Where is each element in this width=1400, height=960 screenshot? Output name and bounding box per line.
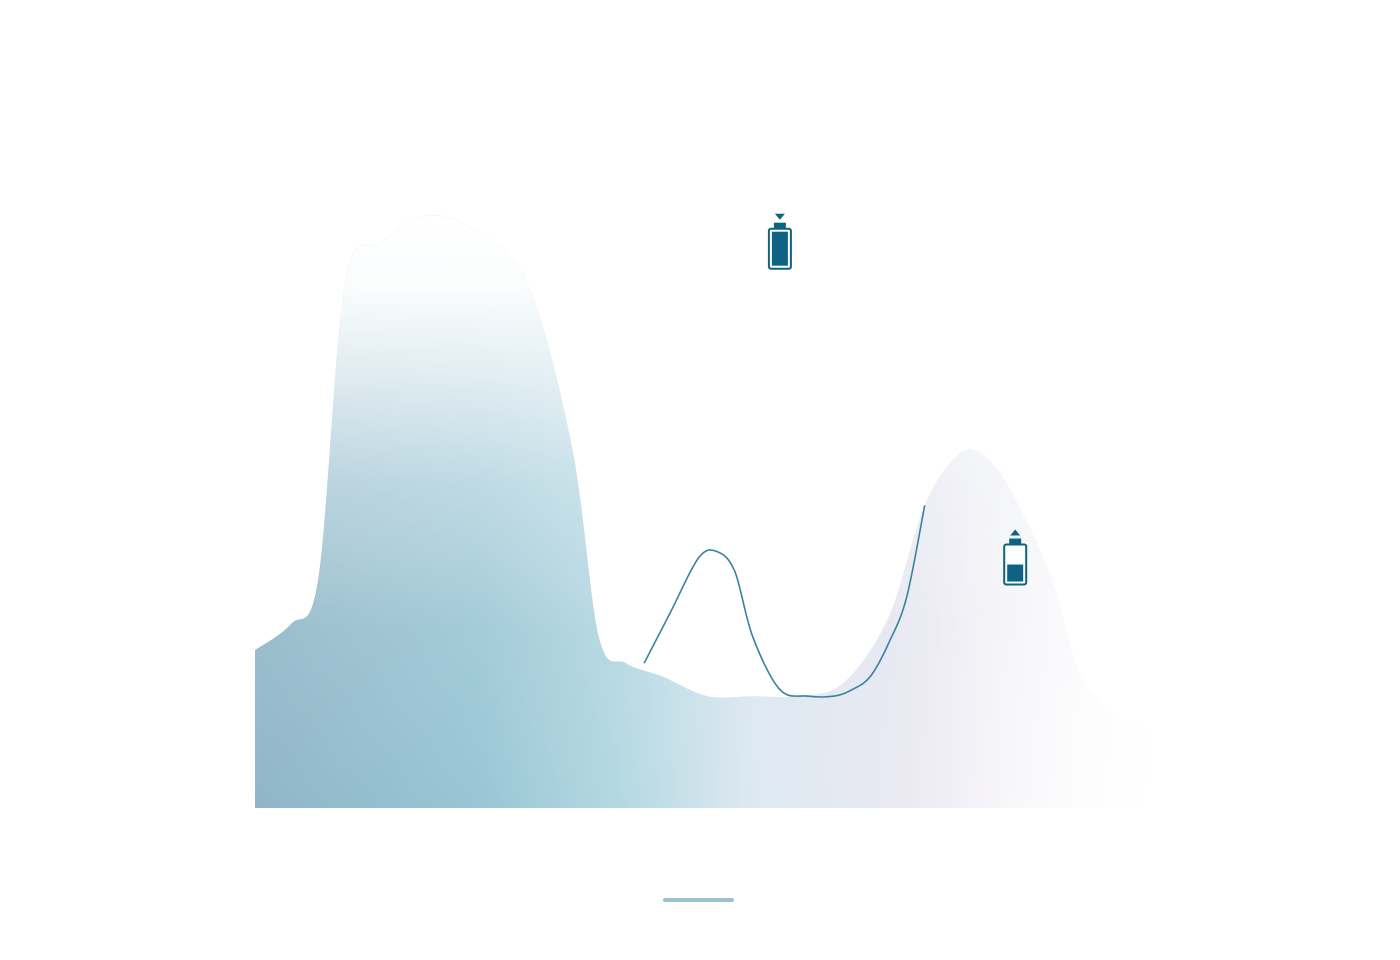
battery-full-discharge-icon xyxy=(767,213,792,270)
area-series-edge-fade xyxy=(255,215,1160,808)
battery-full-discharge-icon-cap xyxy=(773,222,786,229)
battery-low-charge-icon-fill xyxy=(1007,564,1024,582)
battery-low-charge-icon-arrow xyxy=(1010,529,1021,536)
battery-low-charge-icon xyxy=(1003,529,1028,586)
line-series-1 xyxy=(643,505,926,698)
battery-low-charge-icon-cap xyxy=(1009,538,1022,545)
battery-full-discharge-icon-arrow xyxy=(774,213,785,220)
battery-full-discharge-icon-fill xyxy=(771,231,788,266)
plot-area xyxy=(255,213,1160,808)
